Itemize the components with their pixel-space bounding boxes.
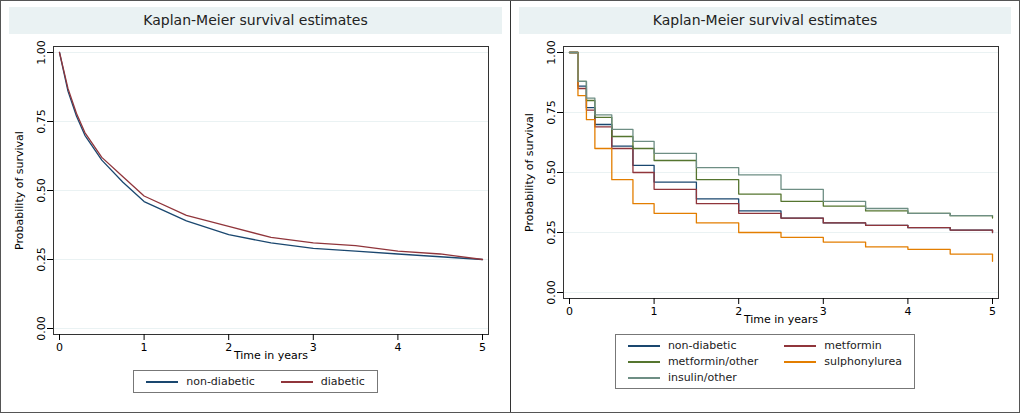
- html-text:metformin/other: metformin/other: [667, 355, 759, 368]
- svg-text:0.50: 0.50: [35, 178, 48, 203]
- svg-text:0.25: 0.25: [545, 220, 558, 245]
- svg-text:5: 5: [479, 341, 486, 354]
- svg-text:0: 0: [56, 341, 63, 354]
- html-text:Kaplan-Meier survival estimate: Kaplan-Meier survival estimates: [652, 12, 878, 28]
- svg-text:1.00: 1.00: [35, 40, 48, 65]
- html-text:sulphonylurea: sulphonylurea: [824, 355, 903, 368]
- svg-text:0: 0: [566, 305, 573, 318]
- svg-text:1: 1: [141, 341, 148, 354]
- svg-text:3: 3: [310, 341, 317, 354]
- svg-text:4: 4: [904, 305, 911, 318]
- svg-text:0.75: 0.75: [35, 109, 48, 134]
- html-text:diabetic: diabetic: [320, 375, 365, 388]
- svg-text:Time in years: Time in years: [233, 349, 308, 362]
- html-text:non-diabetic: non-diabetic: [186, 375, 255, 388]
- svg-text:0.00: 0.00: [545, 280, 558, 305]
- svg-text:Probability of survival: Probability of survival: [523, 113, 536, 232]
- svg-text:Time in years: Time in years: [743, 313, 818, 326]
- svg-text:3: 3: [820, 305, 827, 318]
- svg-text:4: 4: [394, 341, 401, 354]
- svg-text:5: 5: [989, 305, 996, 318]
- html-text:Kaplan-Meier survival estimate: Kaplan-Meier survival estimates: [143, 12, 368, 28]
- html-text:non-diabetic: non-diabetic: [667, 339, 737, 352]
- svg-text:0.50: 0.50: [545, 160, 558, 185]
- svg-text:2: 2: [735, 305, 742, 318]
- svg-text:0.75: 0.75: [545, 100, 558, 125]
- svg-text:0.25: 0.25: [35, 247, 48, 272]
- svg-text:1: 1: [651, 305, 658, 318]
- svg-text:0.00: 0.00: [35, 316, 48, 341]
- svg-text:1.00: 1.00: [545, 40, 558, 65]
- svg-text:2: 2: [225, 341, 232, 354]
- html-text:insulin/other: insulin/other: [667, 371, 737, 384]
- svg-text:Probability of survival: Probability of survival: [13, 131, 26, 250]
- html-text:metformin: metformin: [824, 339, 882, 352]
